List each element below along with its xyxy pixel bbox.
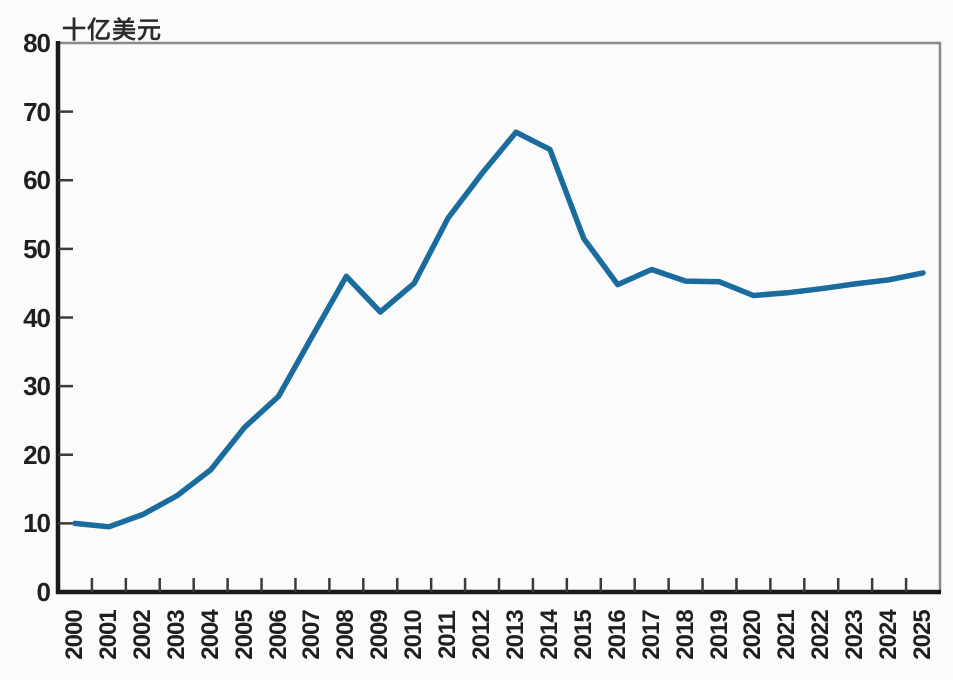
x-tick-label: 2002 [128, 610, 156, 660]
x-tick-label: 2003 [162, 610, 190, 660]
x-tick-label: 2004 [196, 610, 224, 660]
x-tick-label: 2014 [535, 610, 563, 660]
x-tick-label: 2019 [705, 610, 733, 660]
x-tick-label: 2017 [637, 610, 665, 660]
y-tick-label: 50 [23, 233, 51, 264]
x-tick-label: 2021 [773, 610, 801, 660]
y-tick-label: 30 [23, 371, 51, 402]
y-tick-label: 10 [23, 508, 51, 539]
x-axis-ticks [90, 578, 908, 592]
x-tick-label: 2023 [841, 610, 869, 660]
x-tick-label: 2011 [434, 610, 462, 660]
x-tick-label: 2001 [94, 610, 122, 660]
x-tick-label: 2022 [807, 610, 835, 660]
y-axis-unit-label: 十亿美元 [62, 17, 162, 44]
y-tick-label: 70 [23, 96, 51, 127]
x-tick-label: 2020 [739, 610, 767, 660]
x-tick-label: 2005 [230, 610, 258, 660]
x-tick-label: 2009 [366, 610, 394, 660]
x-tick-label: 2015 [569, 610, 597, 660]
y-tick-label: 60 [23, 165, 51, 196]
y-tick-label: 80 [23, 28, 51, 58]
y-tick-label: 0 [36, 577, 51, 607]
x-tick-label: 2013 [501, 610, 529, 660]
x-tick-label: 2012 [468, 610, 496, 660]
x-tick-label: 2008 [332, 610, 360, 660]
y-axis-ticks [58, 110, 73, 525]
x-tick-label: 2016 [603, 610, 631, 660]
y-tick-label: 20 [23, 439, 51, 470]
x-tick-label: 2025 [909, 610, 937, 660]
x-tick-label: 2007 [298, 610, 326, 660]
y-tick-label: 40 [23, 302, 51, 333]
x-tick-label: 2010 [400, 610, 428, 660]
x-tick-label: 2006 [264, 610, 292, 660]
data-series-line [72, 129, 926, 530]
x-tick-label: 2024 [875, 610, 903, 660]
x-tick-label: 2000 [60, 610, 88, 660]
x-tick-label: 2018 [671, 610, 699, 660]
